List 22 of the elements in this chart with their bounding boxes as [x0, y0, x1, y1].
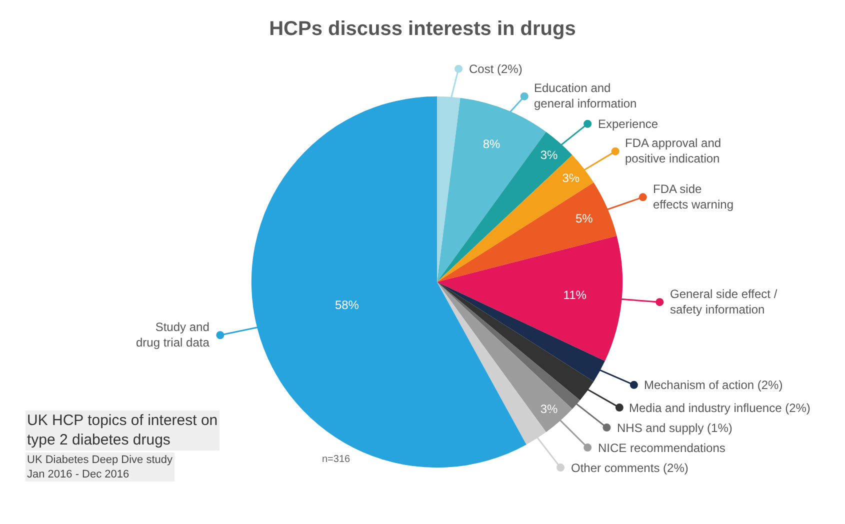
legend-label: NICE recommendations [598, 441, 726, 455]
text: UK Diabetes Deep Dive study Jan 2016 - Dec 2016 [27, 454, 174, 480]
text: UK HCP topics of interest on type 2 diabetes drugs [27, 412, 218, 448]
legend-label: Media and industry influence (2%) [629, 401, 810, 415]
data-label: 3% [540, 148, 558, 162]
data-label: 8% [482, 136, 501, 151]
legend-label: General side effect / safety information [670, 287, 778, 317]
legend-label: Mechanism of action (2%) [644, 378, 783, 392]
legend-label: NHS and supply (1%) [617, 421, 732, 435]
text: n=316 [322, 454, 351, 465]
chart-title: HCPs discuss interests in drugs [269, 18, 576, 40]
legend-label: Experience [598, 117, 658, 131]
data-label: 5% [575, 211, 594, 226]
legend-label: Education and general information [534, 81, 637, 111]
legend-label: Other comments (2%) [571, 461, 688, 475]
legend-label: FDA side effects warning [653, 182, 734, 212]
slice-label: Study and drug trial data [136, 320, 210, 350]
legend-label: FDA approval and positive indication [625, 136, 722, 166]
data-label: 11% [563, 288, 587, 302]
data-label: 3% [540, 402, 558, 416]
legend-label: Cost (2%) [469, 62, 522, 76]
data-label: 58% [334, 298, 360, 312]
